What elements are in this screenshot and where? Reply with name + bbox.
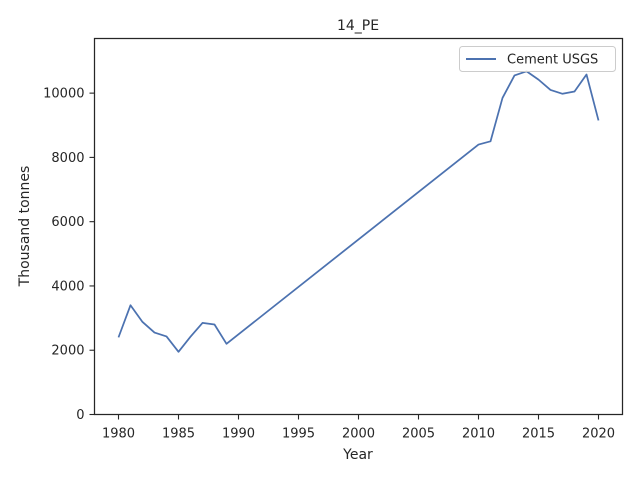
y-tick-label-8000: 8000 xyxy=(51,151,84,166)
y-tick-label-0: 0 xyxy=(76,408,84,423)
plot-frame xyxy=(93,37,624,416)
x-tick-label-2015: 2015 xyxy=(522,427,555,442)
x-tick-label-2005: 2005 xyxy=(402,427,435,442)
x-tick-label-2020: 2020 xyxy=(582,427,615,442)
x-tick-label-1980: 1980 xyxy=(102,427,135,442)
x-axis-title: Year xyxy=(342,447,373,463)
x-tick-label-2000: 2000 xyxy=(342,427,375,442)
tick-layer: 1980 1985 1990 1995 2000 2005 2010 2015 2020 0 200… xyxy=(43,87,615,442)
series-line-cement-usgs xyxy=(117,70,600,353)
x-tick-label-1995: 1995 xyxy=(282,427,315,442)
legend-label-cement-usgs: Cement USGS xyxy=(507,53,598,68)
y-tick-label-2000: 2000 xyxy=(51,344,84,359)
y-tick-label-10000: 10000 xyxy=(43,87,84,102)
x-tick-label-2010: 2010 xyxy=(462,427,495,442)
y-tick-label-6000: 6000 xyxy=(51,215,84,230)
x-tick-label-1990: 1990 xyxy=(222,427,255,442)
line-layer xyxy=(117,70,600,353)
y-tick-label-4000: 4000 xyxy=(51,279,84,294)
y-axis-title: Thousand tonnes xyxy=(17,166,33,288)
legend-box xyxy=(459,46,616,72)
legend: Cement USGS xyxy=(459,46,616,72)
x-tick-label-1985: 1985 xyxy=(162,427,195,442)
chart-title: 14_PE xyxy=(337,18,379,34)
